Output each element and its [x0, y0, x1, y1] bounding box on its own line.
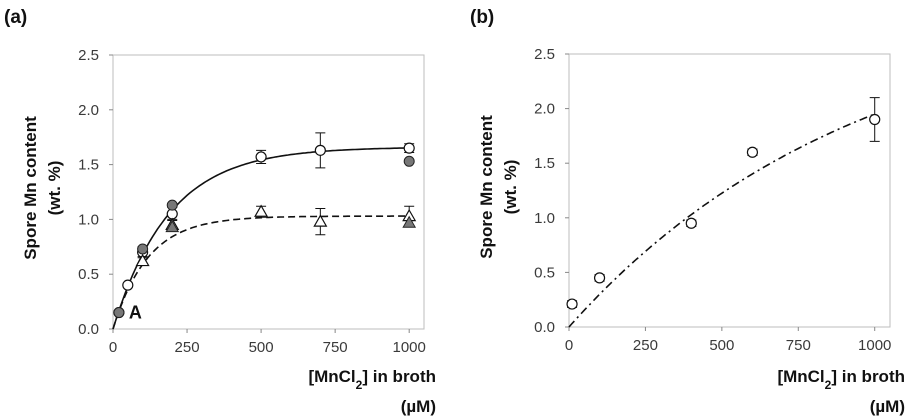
panel-b-xtick-label: 250 — [633, 337, 658, 354]
panel-b-ytick-label: 2.5 — [534, 46, 555, 63]
panel-a-xtick-label: 0 — [109, 339, 117, 356]
panel-b-plot: 0.0 0.5 1.0 1.5 2.0 2.5 0 250 500 750 1000 — [534, 46, 891, 354]
panel-a-point-filled-triangle — [165, 220, 180, 233]
panel-b-point-open-circle — [566, 298, 578, 310]
panel-a-point-open-circle — [122, 279, 134, 291]
panel-b-xtick-label: 500 — [709, 337, 734, 354]
panel-a-ytick-label: 2.5 — [78, 47, 99, 64]
panel-b-label: (b) — [470, 7, 494, 28]
panel-a-xtick-label: 750 — [323, 339, 348, 356]
panel-b: (b) Spore Mn content (wt. %) [MnCl2] in … — [470, 7, 905, 416]
panel-b-xunit: (µM) — [870, 397, 905, 416]
panel-b-ytick-label: 0.5 — [534, 264, 555, 281]
panel-a-plot: 0.0 0.5 1.0 1.5 2.0 2.5 0 250 500 750 1000 A — [78, 47, 426, 356]
panel-a-label: (a) — [4, 7, 27, 28]
panel-a-fit-dashed — [112, 215, 410, 330]
panel-a-point-open-circle — [403, 142, 415, 154]
panel-b-point-open-circle — [593, 272, 606, 284]
panel-b-ytick-label: 1.0 — [534, 210, 555, 227]
panel-b-point-open-circle — [869, 113, 881, 126]
panel-a-frame — [112, 54, 425, 330]
panel-b-point-open-circle — [746, 146, 759, 158]
panel-b-ytick-label: 0.0 — [534, 319, 555, 336]
panel-b-ylabel-line2: (wt. %) — [501, 160, 520, 215]
panel-a-point-filled-circle — [137, 243, 149, 255]
panel-b-ytick-label: 2.0 — [534, 101, 555, 118]
panel-b-point-open-circle — [685, 217, 697, 229]
panel-a-point-open-triangle — [254, 204, 269, 217]
panel-a-point-filled-circle — [403, 155, 415, 167]
panel-a-point-open-triangle — [313, 214, 328, 227]
panel-b-xtick-label: 750 — [786, 337, 811, 354]
panel-a-annotation: A — [129, 303, 142, 323]
panel-a-point-open-circle — [255, 151, 267, 163]
panel-a: (a) Spore Mn content (wt. %) [MnCl2] in … — [4, 7, 436, 416]
panel-a-xunit: (µM) — [401, 397, 436, 416]
panel-a-xtick-label: 500 — [249, 339, 274, 356]
panel-a-ytick-label: 2.0 — [78, 102, 99, 119]
panel-a-ylabel-line2: (wt. %) — [45, 161, 64, 216]
panel-a-ytick-label: 0.0 — [78, 321, 99, 338]
panel-b-fit-dash-dot — [568, 113, 875, 328]
panel-a-point-open-circle — [314, 144, 326, 156]
panel-b-xlabel: [MnCl2] in broth — [777, 367, 905, 392]
panel-a-xtick-label: 250 — [175, 339, 200, 356]
panel-b-xtick-label: 0 — [565, 337, 573, 354]
panel-a-ytick-label: 1.0 — [78, 211, 99, 228]
panel-b-ylabel-line1: Spore Mn content — [477, 115, 496, 259]
panel-a-ytick-label: 1.5 — [78, 157, 99, 174]
panel-b-frame — [568, 53, 891, 328]
panel-a-ytick-label: 0.5 — [78, 266, 99, 283]
panel-a-point-filled-circle — [166, 199, 178, 211]
panel-b-ytick-label: 1.5 — [534, 155, 555, 172]
panel-a-point-filled-triangle — [402, 215, 417, 228]
panel-b-xtick-label: 1000 — [858, 337, 891, 354]
panel-a-ylabel-line1: Spore Mn content — [21, 116, 40, 260]
panel-a-xtick-label: 1000 — [393, 339, 426, 356]
panel-a-xlabel: [MnCl2] in broth — [308, 367, 436, 392]
panel-a-fit-solid — [112, 147, 410, 330]
panel-a-point-filled-circle — [113, 307, 125, 319]
panel-a-point-open-triangle — [135, 253, 150, 267]
